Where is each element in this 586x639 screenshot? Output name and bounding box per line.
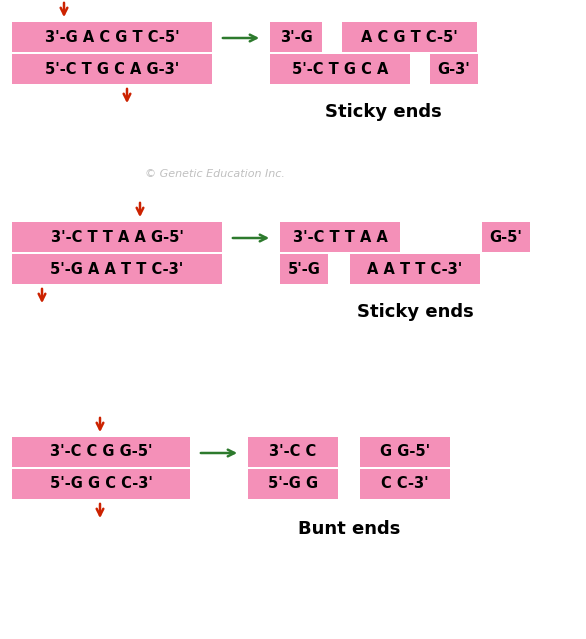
Text: 5'-G A A T T C-3': 5'-G A A T T C-3': [50, 261, 183, 277]
Text: 3'-C C: 3'-C C: [270, 445, 316, 459]
FancyBboxPatch shape: [350, 254, 480, 284]
FancyBboxPatch shape: [248, 469, 338, 499]
Text: 5'-G G: 5'-G G: [268, 477, 318, 491]
FancyBboxPatch shape: [270, 54, 410, 84]
Text: G-5': G-5': [489, 229, 523, 245]
Text: 5'-C T G C A G-3': 5'-C T G C A G-3': [45, 61, 179, 77]
Text: Sticky ends: Sticky ends: [357, 303, 473, 321]
FancyBboxPatch shape: [12, 437, 190, 467]
FancyBboxPatch shape: [360, 469, 450, 499]
Text: 3'-G A C G T C-5': 3'-G A C G T C-5': [45, 29, 179, 45]
FancyBboxPatch shape: [360, 437, 450, 467]
Text: 3'-G: 3'-G: [280, 29, 312, 45]
Text: © Genetic Education Inc.: © Genetic Education Inc.: [145, 169, 285, 179]
FancyBboxPatch shape: [12, 469, 190, 499]
Text: Sticky ends: Sticky ends: [325, 103, 442, 121]
Text: 5'-G: 5'-G: [288, 261, 321, 277]
Text: 3'-C T T A A G-5': 3'-C T T A A G-5': [50, 229, 183, 245]
FancyBboxPatch shape: [12, 254, 222, 284]
Text: C C-3': C C-3': [381, 477, 429, 491]
Text: G G-5': G G-5': [380, 445, 430, 459]
FancyBboxPatch shape: [430, 54, 478, 84]
Text: 5'-G G C C-3': 5'-G G C C-3': [50, 477, 152, 491]
Text: G-3': G-3': [438, 61, 471, 77]
FancyBboxPatch shape: [482, 222, 530, 252]
FancyBboxPatch shape: [12, 222, 222, 252]
Text: Bunt ends: Bunt ends: [298, 520, 400, 538]
FancyBboxPatch shape: [12, 54, 212, 84]
FancyBboxPatch shape: [270, 22, 322, 52]
FancyBboxPatch shape: [12, 22, 212, 52]
Text: 3'-C T T A A: 3'-C T T A A: [292, 229, 387, 245]
FancyBboxPatch shape: [342, 22, 477, 52]
FancyBboxPatch shape: [248, 437, 338, 467]
Text: 3'-C C G G-5': 3'-C C G G-5': [50, 445, 152, 459]
Text: A C G T C-5': A C G T C-5': [361, 29, 458, 45]
FancyBboxPatch shape: [280, 222, 400, 252]
FancyBboxPatch shape: [280, 254, 328, 284]
Text: A A T T C-3': A A T T C-3': [367, 261, 462, 277]
Text: 5'-C T G C A: 5'-C T G C A: [292, 61, 388, 77]
